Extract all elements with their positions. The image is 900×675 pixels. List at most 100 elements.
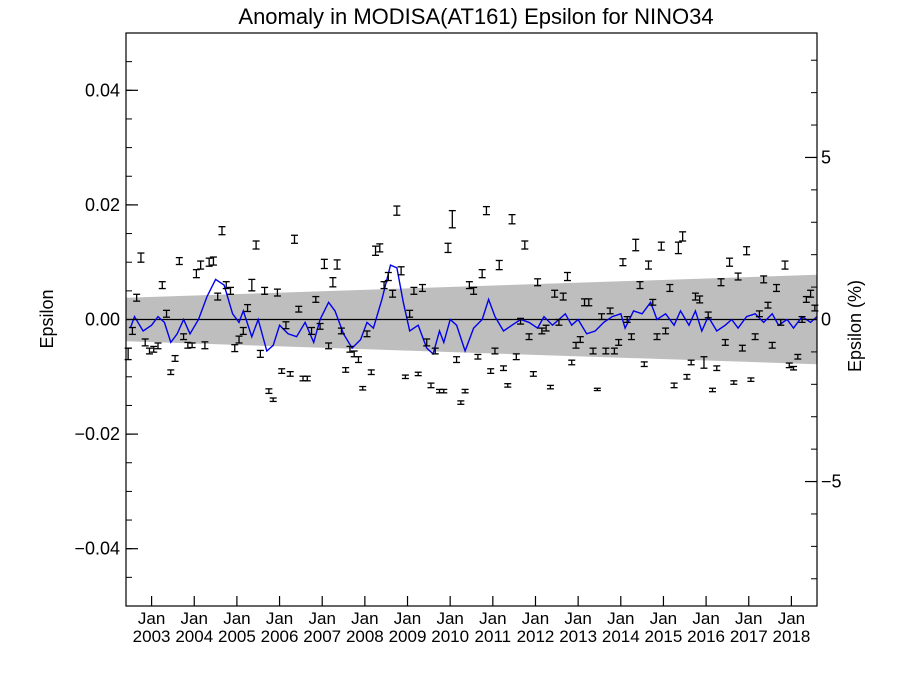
- errorbar-point: [406, 309, 414, 318]
- errorbar-point: [393, 205, 401, 216]
- errorbar-point: [256, 349, 264, 358]
- errorbar-point: [423, 338, 431, 347]
- errorbar-point: [717, 278, 725, 287]
- x-tick-year: 2017: [730, 627, 768, 646]
- errorbar-point: [764, 301, 772, 309]
- errorbar-point: [286, 370, 294, 377]
- errorbar-point: [346, 345, 354, 353]
- errorbar-point: [133, 293, 141, 302]
- errorbar-point: [615, 338, 623, 346]
- x-tick-year: 2010: [431, 627, 469, 646]
- errorbar-point: [482, 205, 490, 216]
- smoothed-anomaly-line: [129, 264, 818, 356]
- errorbar-point: [606, 307, 614, 315]
- errorbar-point: [465, 281, 473, 290]
- errorbar-point: [312, 295, 320, 303]
- errorbar-point: [372, 245, 380, 256]
- errorbar-point: [491, 347, 499, 355]
- errorbar-point: [546, 384, 554, 390]
- errorbar-point: [145, 347, 153, 355]
- y-axis-label-right: Epsilon (%): [845, 280, 865, 372]
- errorbar-point: [299, 375, 307, 382]
- errorbar-point: [367, 369, 375, 376]
- errorbar-point: [158, 281, 166, 290]
- errorbar-point: [521, 240, 529, 250]
- errorbar-point: [354, 356, 362, 364]
- errorbar-point: [376, 243, 384, 253]
- errorbar-point: [192, 268, 200, 279]
- errorbar-point: [738, 344, 746, 352]
- errorbar-point: [619, 258, 627, 267]
- errorbar-point: [453, 356, 461, 364]
- y-tick-label: −0.04: [74, 539, 120, 559]
- errorbar-point: [478, 268, 486, 279]
- x-tick-year: 2014: [602, 627, 640, 646]
- errorbar-point: [512, 353, 520, 361]
- errorbar-point: [303, 375, 311, 382]
- errorbar-point: [227, 286, 235, 295]
- x-tick-year: 2011: [475, 627, 512, 646]
- x-tick-month: Jan: [436, 609, 463, 628]
- errorbar-point: [316, 322, 324, 330]
- x-tick-year: 2008: [346, 627, 384, 646]
- errorbar-point: [657, 241, 665, 251]
- y2-tick-label: −5: [821, 472, 842, 492]
- errorbar-point: [205, 257, 213, 267]
- plot-area: 0.040.020.00−0.02−0.0450−5Jan2003Jan2004…: [74, 32, 842, 646]
- errorbar-point: [141, 338, 149, 347]
- errorbar-point: [325, 342, 333, 350]
- x-tick-year: 2012: [517, 627, 555, 646]
- errorbar-point: [747, 377, 755, 383]
- errorbar-point: [418, 283, 426, 293]
- errorbar-point: [768, 341, 776, 349]
- errorbar-point: [555, 318, 563, 326]
- errorbar-point: [137, 252, 145, 263]
- errorbar-point: [248, 278, 256, 292]
- x-tick-month: Jan: [138, 609, 165, 628]
- errorbar-point: [551, 289, 559, 298]
- y-tick-label: 0.04: [85, 80, 120, 100]
- x-tick-month: Jan: [778, 609, 805, 628]
- errorbar-point: [517, 317, 525, 325]
- errorbar-point: [798, 315, 806, 324]
- errorbar-point: [180, 333, 188, 341]
- errorbar-point: [704, 311, 712, 319]
- errorbar-point: [687, 359, 695, 366]
- errorbar-point: [171, 354, 179, 362]
- errorbar-point: [209, 256, 217, 266]
- x-tick-year: 2015: [645, 627, 683, 646]
- errorbar-point: [414, 371, 422, 377]
- errorbar-point: [261, 286, 269, 295]
- errorbar-point: [282, 321, 290, 330]
- errorbar-point: [674, 241, 682, 255]
- x-tick-year: 2018: [772, 627, 810, 646]
- errorbar-point: [645, 260, 653, 270]
- errorbar-point: [363, 330, 371, 338]
- errorbar-point: [730, 380, 738, 385]
- x-tick-year: 2013: [559, 627, 597, 646]
- errorbar-point: [239, 326, 247, 336]
- errorbar-point: [448, 209, 456, 229]
- errorbar-point: [623, 315, 631, 324]
- errorbar-point: [495, 259, 503, 271]
- errorbar-point: [670, 382, 678, 389]
- errorbar-point: [269, 397, 277, 403]
- errorbar-point: [708, 387, 716, 393]
- errorbar-point: [649, 298, 657, 306]
- x-tick-year: 2007: [303, 627, 341, 646]
- errorbar-point: [197, 260, 205, 270]
- errorbar-point: [700, 356, 708, 369]
- x-tick-month: Jan: [181, 609, 208, 628]
- x-tick-month: Jan: [564, 609, 591, 628]
- errorbar-point: [602, 347, 610, 355]
- errorbar-point: [214, 292, 222, 301]
- x-tick-year: 2009: [389, 627, 427, 646]
- errorbar-point: [499, 365, 507, 372]
- x-tick-month: Jan: [479, 609, 506, 628]
- errorbar-point: [598, 313, 606, 321]
- errorbar-point: [244, 303, 252, 313]
- errorbar-point: [743, 246, 751, 256]
- x-tick-year: 2004: [175, 627, 213, 646]
- errorbar-point: [734, 272, 742, 281]
- x-tick-month: Jan: [223, 609, 250, 628]
